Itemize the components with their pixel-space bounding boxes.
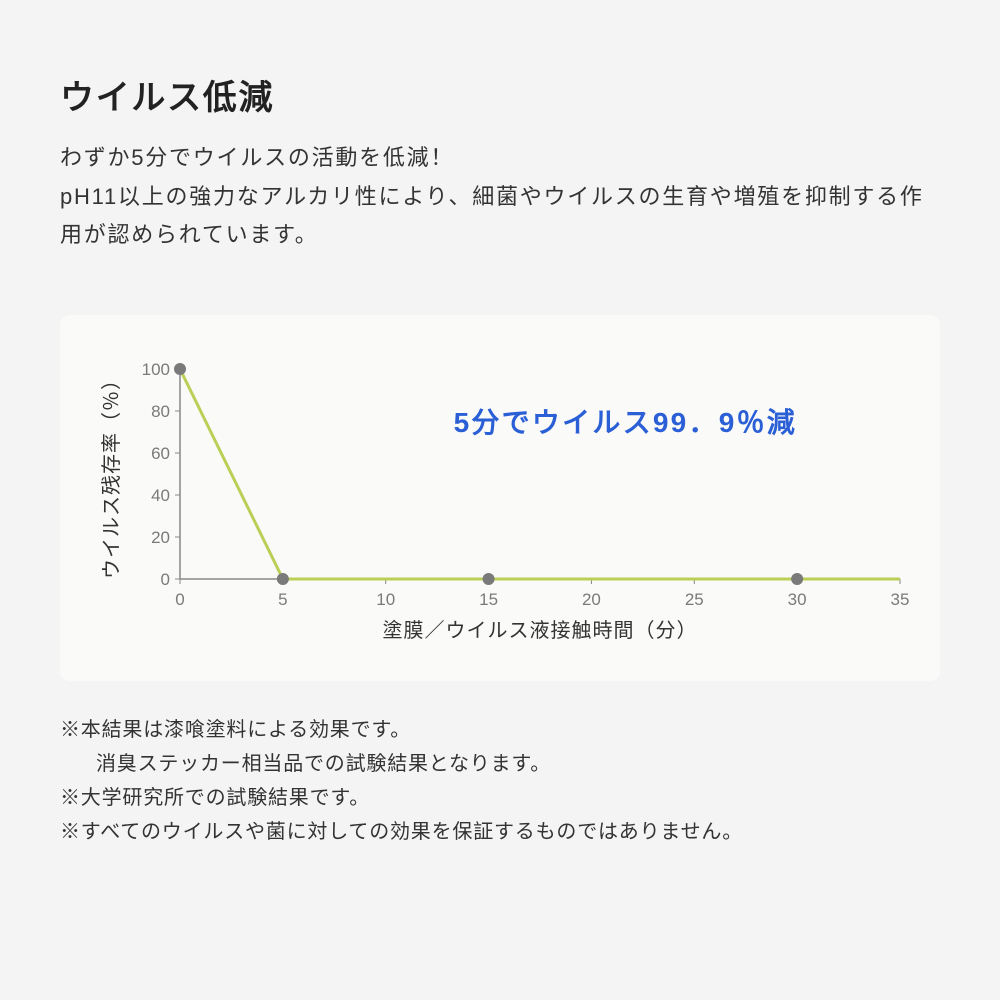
data-point (483, 573, 495, 585)
footnote-3: ※すべてのウイルスや菌に対しての効果を保証するものではありません。 (60, 815, 940, 849)
desc-line-1: わずか5分でウイルスの活動を低減！ (60, 145, 454, 170)
x-tick-label: 15 (479, 590, 498, 609)
data-point (277, 573, 289, 585)
chart-card: 0 20 40 60 80 100 0 5 10 15 20 25 30 35 ウイルス残存率（％） 塗膜／ウ… (60, 315, 940, 681)
y-tick-label: 0 (161, 570, 170, 589)
y-tick-label: 20 (151, 528, 170, 547)
desc-line-2: pH11以上の強力なアルカリ性により、細菌やウイルスの生育や増殖を抑制する作用が… (60, 184, 924, 248)
data-point (174, 363, 186, 375)
y-axis-label: ウイルス残存率（％） (100, 369, 123, 579)
section-heading: ウイルス低減 (60, 70, 940, 119)
x-tick-label: 30 (788, 590, 807, 609)
footnote-1b: 消臭ステッカー相当品での試験結果となります。 (60, 747, 940, 781)
y-tick-label: 60 (151, 444, 170, 463)
section-description: わずか5分でウイルスの活動を低減！ pH11以上の強力なアルカリ性により、細菌や… (60, 139, 940, 255)
y-tick-label: 100 (142, 360, 170, 379)
data-point (791, 573, 803, 585)
x-tick-label: 20 (582, 590, 601, 609)
series-line (180, 369, 900, 579)
virus-line-chart: 0 20 40 60 80 100 0 5 10 15 20 25 30 35 ウイルス残存率（％） 塗膜／ウ… (90, 351, 910, 651)
y-tick-label: 40 (151, 486, 170, 505)
x-tick-label: 35 (891, 590, 910, 609)
footnotes: ※本結果は漆喰塗料による効果です。 消臭ステッカー相当品での試験結果となります。… (60, 713, 940, 849)
x-axis-label: 塗膜／ウイルス液接触時間（分） (383, 619, 698, 642)
x-tick-label: 0 (175, 590, 184, 609)
footnote-2: ※大学研究所での試験結果です。 (60, 781, 940, 815)
x-tick-label: 5 (278, 590, 287, 609)
y-tick-label: 80 (151, 402, 170, 421)
chart-annotation: 5分でウイルス99．9％減 (454, 407, 797, 438)
footnote-1a: ※本結果は漆喰塗料による効果です。 (60, 713, 940, 747)
x-tick-label: 10 (376, 590, 395, 609)
x-tick-label: 25 (685, 590, 704, 609)
